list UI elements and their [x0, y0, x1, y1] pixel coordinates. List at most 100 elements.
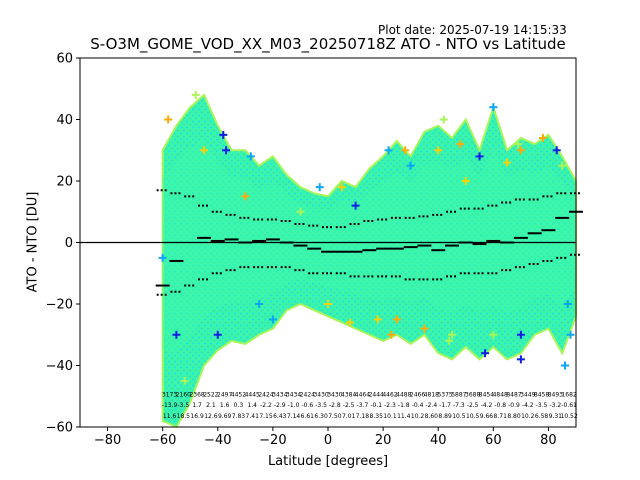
- scatter-point: [164, 115, 173, 124]
- bin-annotation: 10.5: [452, 413, 466, 420]
- statistics-layer: [80, 189, 583, 296]
- bin-annotation: 4488: [396, 391, 411, 398]
- bin-annotation: 3688: [465, 391, 480, 398]
- bin-annotation: 9.69: [218, 413, 232, 420]
- scatter-point: [439, 115, 448, 124]
- bin-annotation: 2497: [217, 391, 232, 398]
- scatter-point: [566, 330, 575, 339]
- bin-annotation: 1.6: [220, 402, 230, 409]
- bin-annotation: 7.50: [328, 413, 342, 420]
- bin-annotation: -2.5: [343, 402, 355, 409]
- bin-annotation: -2.4: [425, 402, 437, 409]
- y-axis-label: ATO - NTO [DU]: [25, 191, 41, 293]
- x-tick-label: −20: [259, 433, 286, 448]
- bin-annotation: 3430: [327, 391, 342, 398]
- scatter-point: [558, 161, 567, 170]
- scatter-point: [241, 192, 250, 201]
- bin-annotation: 8.71: [494, 413, 508, 420]
- bin-annotation: 2522: [203, 391, 218, 398]
- bin-annotation: 1682: [561, 391, 576, 398]
- bin-annotation: 3430: [313, 391, 328, 398]
- bin-annotation: 7.18: [356, 413, 370, 420]
- bin-annotation: 3449: [520, 391, 535, 398]
- bin-annotation: -4.2: [481, 402, 493, 409]
- bin-annotation: -2.3: [384, 402, 396, 409]
- bin-annotation: 2.1: [206, 402, 216, 409]
- scatter-core: [162, 139, 576, 354]
- scatter-point: [222, 146, 231, 155]
- x-axis-label: Latitude [degrees]: [267, 454, 389, 469]
- x-tick-label: 20: [375, 433, 392, 448]
- y-tick-label: 0: [65, 236, 73, 251]
- bin-annotation: 10.2: [521, 413, 535, 420]
- y-tick-label: 40: [56, 113, 73, 128]
- scatter-point: [563, 300, 572, 308]
- x-tick-label: 40: [430, 433, 447, 448]
- y-tick-label: −40: [46, 359, 73, 374]
- scatter-point: [503, 158, 512, 167]
- scatter-points-layer: [158, 90, 575, 385]
- bin-annotation: -2.5: [467, 402, 479, 409]
- bin-annotation: -0.61: [561, 402, 577, 409]
- scatter-point: [384, 146, 393, 155]
- x-tick-label: 80: [540, 433, 557, 448]
- bin-annotation: 3173: [162, 391, 177, 398]
- bin-annotation: -3.5: [315, 402, 327, 409]
- scatter-point: [560, 361, 569, 370]
- bin-annotation: 9.31: [549, 413, 563, 420]
- plot-date: Plot date: 2025-07-19 14:15:33: [378, 23, 567, 37]
- scatter-point: [489, 103, 498, 112]
- bin-annotation: 5375: [437, 391, 452, 398]
- scatter-point: [337, 183, 346, 192]
- y-tick-label: −20: [46, 298, 73, 313]
- x-tick-label: −80: [94, 433, 121, 448]
- x-tick-label: −40: [204, 433, 231, 448]
- scatter-point: [516, 146, 525, 155]
- bin-annotation: -0.8: [494, 402, 506, 409]
- scatter-point: [268, 315, 277, 324]
- bin-annotation: 10.5: [466, 413, 480, 420]
- bin-annotation: -7.3: [453, 402, 465, 409]
- bin-annotation: -0.9: [508, 402, 520, 409]
- bin-annotation: 0.3: [234, 402, 244, 409]
- bin-annotation: 7.41: [246, 413, 260, 420]
- bin-annotation: 16.9: [190, 413, 204, 420]
- bin-annotation: -0.6: [301, 402, 313, 409]
- scatter-point: [158, 253, 167, 262]
- bin-annotation: -13.9: [162, 402, 178, 409]
- bin-annotation: 2160: [176, 391, 191, 398]
- bin-annotation: 2444: [369, 391, 384, 398]
- scatter-point: [481, 349, 490, 358]
- bin-annotation: 10.2: [411, 413, 425, 420]
- bin-annotation: 4848: [493, 391, 508, 398]
- bin-annotation: 2368: [189, 391, 204, 398]
- scatter-point: [200, 146, 208, 155]
- y-tick-label: −60: [46, 421, 73, 436]
- bin-annotation: 6.43: [273, 413, 287, 420]
- scatter-point: [315, 183, 324, 192]
- scatter-point: [475, 152, 484, 161]
- scatter-point: [552, 146, 561, 155]
- bin-annotation: 7.15: [259, 413, 273, 420]
- scatter-point: [516, 355, 525, 364]
- bin-annotation: 11.6: [163, 413, 177, 420]
- bin-annotation: 10.52: [561, 413, 578, 420]
- scatter-point: [346, 318, 355, 327]
- bin-annotation: 2466: [410, 391, 425, 398]
- bin-annotation: 8458: [534, 391, 549, 398]
- scatter-point: [172, 330, 181, 339]
- y-tick-label: 60: [56, 52, 73, 67]
- scatter-point: [461, 177, 470, 185]
- scatter-point: [434, 146, 443, 155]
- bin-annotation-layer: 3173216023682522249744524445242434343434…: [162, 391, 578, 420]
- scatter-point: [538, 133, 547, 142]
- bin-annotation: 7.01: [342, 413, 356, 420]
- scatter-point: [351, 201, 360, 210]
- x-tick-label: −60: [149, 433, 176, 448]
- bin-annotation: 8.60: [425, 413, 439, 420]
- x-tick-label: 60: [485, 433, 502, 448]
- bin-annotation: 1.7: [192, 402, 202, 409]
- bin-annotation: 1.4: [247, 402, 257, 409]
- scatter-point: [324, 300, 332, 308]
